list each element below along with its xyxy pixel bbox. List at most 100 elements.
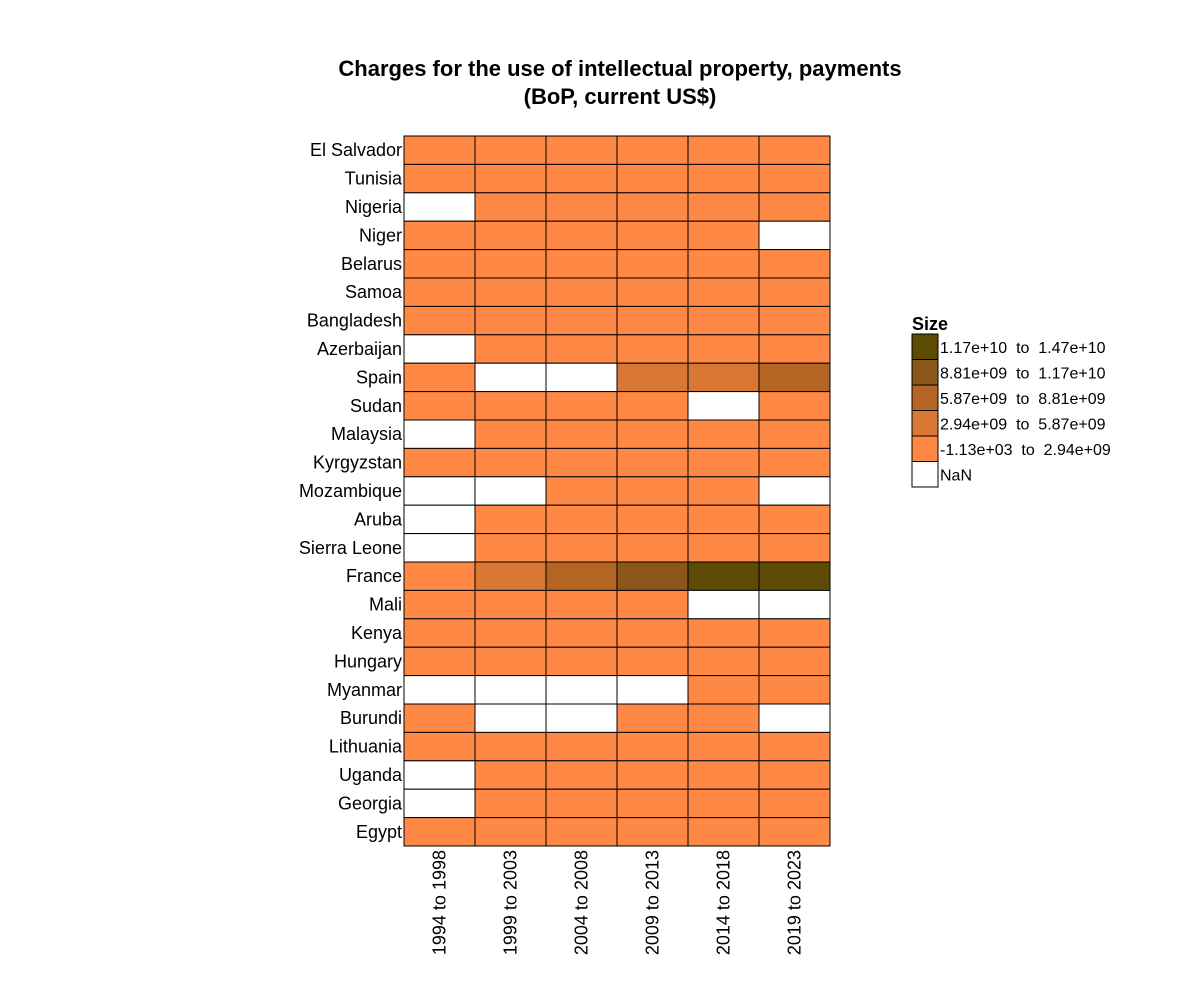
heatmap-cell (474, 476, 547, 506)
heatmap-cell (545, 533, 618, 563)
heatmap-cell (545, 760, 618, 790)
heatmap-cell (687, 589, 760, 620)
heatmap-cell (758, 362, 831, 393)
heatmap-cell (758, 220, 831, 251)
heatmap-cell (687, 731, 760, 762)
heatmap-cell (403, 163, 476, 194)
row-label: Azerbaijan (317, 339, 402, 359)
heatmap-cell (474, 362, 547, 393)
heatmap-cell (474, 561, 547, 591)
heatmap-cell (616, 362, 689, 393)
column-label: 2009 to 2013 (643, 850, 663, 955)
heatmap-cell (616, 419, 689, 449)
heatmap-cell (474, 618, 547, 648)
chart-title-line2: (BoP, current US$) (524, 84, 717, 109)
row-label: Egypt (356, 822, 402, 842)
heatmap-cell (616, 817, 689, 847)
heatmap-cell (403, 447, 476, 478)
heatmap-cell (545, 277, 618, 307)
heatmap-cell (403, 589, 476, 620)
heatmap-cell (758, 305, 831, 336)
heatmap-cell (474, 675, 547, 705)
heatmap-cell (758, 447, 831, 478)
row-label: Mali (369, 595, 402, 615)
heatmap-cell (403, 135, 476, 165)
heatmap-cell (687, 419, 760, 449)
column-label: 1999 to 2003 (501, 850, 521, 955)
heatmap-cell (403, 646, 476, 677)
legend-swatch (911, 359, 939, 386)
heatmap-cell (474, 646, 547, 677)
heatmap-cell (758, 419, 831, 449)
row-label: Mozambique (299, 481, 402, 501)
row-label: Myanmar (327, 680, 402, 700)
heatmap-cell (687, 618, 760, 648)
row-label: Nigeria (345, 197, 403, 217)
legend-swatch (911, 435, 939, 462)
heatmap-cell (545, 788, 618, 819)
heatmap-cell (687, 192, 760, 222)
heatmap-cell (403, 362, 476, 393)
heatmap-cell (545, 618, 618, 648)
heatmap-cell (474, 533, 547, 563)
heatmap-cell (545, 163, 618, 194)
heatmap-cell (687, 703, 760, 733)
heatmap-cell (758, 817, 831, 847)
heatmap-cell (758, 277, 831, 307)
heatmap-cell (616, 504, 689, 535)
heatmap-cell (616, 249, 689, 279)
row-label: Lithuania (329, 737, 403, 757)
heatmap-cell (474, 817, 547, 847)
heatmap-cell (687, 675, 760, 705)
heatmap-cell (403, 504, 476, 535)
heatmap-cell (403, 533, 476, 563)
legend-swatch (911, 333, 939, 360)
heatmap-cell (758, 788, 831, 819)
heatmap-cell (403, 334, 476, 364)
row-label: Kyrgyzstan (313, 453, 402, 473)
heatmap-cell (616, 731, 689, 762)
heatmap-cell (758, 675, 831, 705)
heatmap-cell (474, 703, 547, 733)
heatmap-cell (545, 675, 618, 705)
heatmap-cell (758, 391, 831, 421)
legend-label: 1.17e+10 to 1.47e+10 (940, 340, 1106, 357)
heatmap-cell (687, 504, 760, 535)
heatmap-cell (758, 646, 831, 677)
row-label: Hungary (334, 651, 402, 671)
heatmap-cell (545, 419, 618, 449)
heatmap-cell (545, 731, 618, 762)
legend-swatch (911, 461, 939, 488)
heatmap-cell (403, 788, 476, 819)
heatmap-cell (403, 476, 476, 506)
column-label: 1994 to 1998 (430, 850, 450, 955)
heatmap-cell (687, 476, 760, 506)
heatmap-cell (403, 277, 476, 307)
row-label: Sierra Leone (299, 538, 402, 558)
row-label: Sudan (350, 396, 402, 416)
heatmap-cell (616, 561, 689, 591)
row-label: Niger (359, 225, 402, 245)
heatmap-cell (758, 703, 831, 733)
heatmap-cell (545, 192, 618, 222)
heatmap-cell (616, 391, 689, 421)
heatmap-cell (758, 533, 831, 563)
row-labels: El Salvador Tunisia Nigeria Niger Belarus Sam… (299, 140, 403, 842)
row-label: Uganda (339, 765, 403, 785)
heatmap-cell (616, 334, 689, 364)
row-label: Georgia (338, 793, 403, 813)
heatmap-cell (545, 249, 618, 279)
heatmap-cell (403, 192, 476, 222)
heatmap-cell (687, 334, 760, 364)
heatmap-cell (474, 163, 547, 194)
heatmap-cell (545, 305, 618, 336)
column-label: 2014 to 2018 (714, 850, 734, 955)
heatmap-cell (616, 277, 689, 307)
heatmap-cell (758, 618, 831, 648)
heatmap-cell (687, 362, 760, 393)
row-label: Bangladesh (307, 311, 402, 331)
heatmap-cell (758, 760, 831, 790)
row-label: Kenya (351, 623, 403, 643)
row-label: Malaysia (331, 424, 403, 444)
heatmap-cell (403, 618, 476, 648)
